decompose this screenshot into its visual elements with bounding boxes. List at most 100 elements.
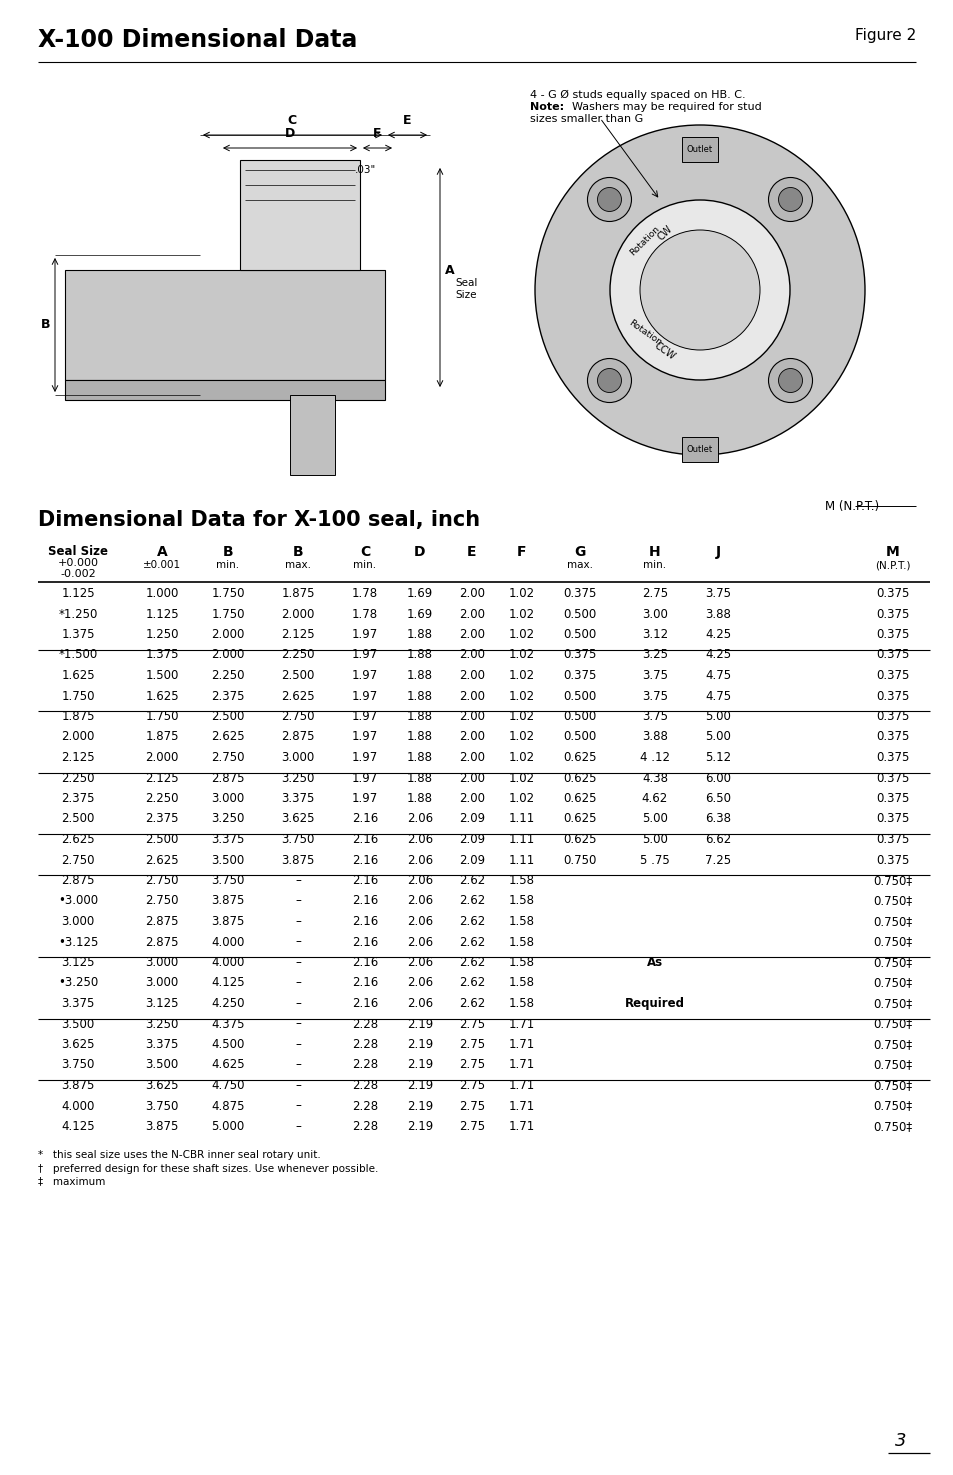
Text: 0.375: 0.375 — [876, 649, 909, 661]
Text: Washers may be required for stud: Washers may be required for stud — [572, 102, 760, 112]
Text: 2.16: 2.16 — [352, 833, 377, 847]
Text: 2.19: 2.19 — [406, 1099, 433, 1112]
Text: 4.125: 4.125 — [61, 1120, 94, 1133]
Text: 0.375: 0.375 — [876, 833, 909, 847]
Text: 2.28: 2.28 — [352, 1080, 377, 1092]
Text: 0.500: 0.500 — [563, 689, 596, 702]
Circle shape — [597, 187, 620, 211]
Text: 0.750‡: 0.750‡ — [873, 1038, 912, 1052]
Text: 4.62: 4.62 — [641, 792, 667, 805]
Text: 1.02: 1.02 — [508, 608, 535, 621]
Text: –: – — [294, 1099, 300, 1112]
Text: D: D — [285, 127, 294, 140]
Text: 0.375: 0.375 — [876, 813, 909, 826]
Text: Outlet: Outlet — [686, 146, 712, 155]
Text: 4 - G Ø studs equally spaced on HB. C.: 4 - G Ø studs equally spaced on HB. C. — [530, 90, 745, 100]
Circle shape — [587, 177, 631, 221]
Text: 1.88: 1.88 — [407, 751, 433, 764]
Text: 2.19: 2.19 — [406, 1038, 433, 1052]
Text: 2.500: 2.500 — [281, 670, 314, 681]
Text: 3.875: 3.875 — [281, 854, 314, 866]
Text: 1.02: 1.02 — [508, 670, 535, 681]
Text: 3.75: 3.75 — [641, 689, 667, 702]
Text: 0.750‡: 0.750‡ — [873, 914, 912, 928]
Text: 3: 3 — [894, 1432, 905, 1450]
Text: 2.500: 2.500 — [145, 833, 178, 847]
Text: 1.71: 1.71 — [508, 1018, 535, 1031]
Text: Seal Size: Seal Size — [48, 544, 108, 558]
Text: 2.06: 2.06 — [407, 997, 433, 1010]
Text: 2.19: 2.19 — [406, 1120, 433, 1133]
Text: E: E — [467, 544, 476, 559]
Text: +0.000: +0.000 — [57, 558, 98, 568]
Text: min.: min. — [216, 560, 239, 569]
Text: Figure 2: Figure 2 — [854, 28, 915, 43]
Text: 0.375: 0.375 — [876, 689, 909, 702]
Text: 4.75: 4.75 — [704, 670, 730, 681]
Circle shape — [768, 177, 812, 221]
Text: 3.875: 3.875 — [212, 914, 244, 928]
Text: (N.P.T.): (N.P.T.) — [874, 560, 910, 569]
Text: 1.500: 1.500 — [145, 670, 178, 681]
Text: 0.375: 0.375 — [876, 587, 909, 600]
Text: 4.000: 4.000 — [61, 1099, 94, 1112]
Text: 2.62: 2.62 — [458, 914, 485, 928]
Text: 1.02: 1.02 — [508, 649, 535, 661]
Text: 2.500: 2.500 — [61, 813, 94, 826]
Text: 4.250: 4.250 — [211, 997, 245, 1010]
Text: –: – — [294, 935, 300, 948]
Text: 1.875: 1.875 — [61, 709, 94, 723]
Text: –: – — [294, 997, 300, 1010]
Text: 2.28: 2.28 — [352, 1018, 377, 1031]
Text: 0.375: 0.375 — [876, 854, 909, 866]
Text: 2.750: 2.750 — [145, 894, 178, 907]
Text: 3.750: 3.750 — [145, 1099, 178, 1112]
Text: 2.09: 2.09 — [458, 813, 484, 826]
Text: 2.62: 2.62 — [458, 956, 485, 969]
Text: 1.69: 1.69 — [406, 587, 433, 600]
Text: *   this seal size uses the N-CBR inner seal rotary unit.: * this seal size uses the N-CBR inner se… — [38, 1150, 320, 1161]
Text: 3.500: 3.500 — [212, 854, 244, 866]
Text: 1.11: 1.11 — [508, 854, 535, 866]
Bar — [65, 270, 385, 381]
Text: 2.75: 2.75 — [458, 1059, 484, 1071]
Text: 2.00: 2.00 — [458, 608, 484, 621]
Text: .03": .03" — [355, 165, 375, 176]
Circle shape — [587, 358, 631, 403]
Text: 2.16: 2.16 — [352, 997, 377, 1010]
Text: 1.88: 1.88 — [407, 689, 433, 702]
Text: CCW: CCW — [652, 341, 677, 361]
Text: 4.375: 4.375 — [211, 1018, 245, 1031]
Text: 1.58: 1.58 — [509, 894, 535, 907]
Text: 2.00: 2.00 — [458, 730, 484, 743]
Text: 3.000: 3.000 — [145, 976, 178, 990]
Text: 0.375: 0.375 — [562, 670, 596, 681]
Text: –: – — [294, 956, 300, 969]
Text: 2.28: 2.28 — [352, 1059, 377, 1071]
Text: 1.000: 1.000 — [145, 587, 178, 600]
Text: M (N.P.T.): M (N.P.T.) — [824, 500, 879, 513]
Text: 4.875: 4.875 — [211, 1099, 245, 1112]
Bar — [681, 437, 718, 462]
Text: –: – — [294, 1080, 300, 1092]
Text: 2.000: 2.000 — [281, 608, 314, 621]
Text: 0.375: 0.375 — [876, 628, 909, 642]
Text: 3.625: 3.625 — [145, 1080, 178, 1092]
Text: 0.750‡: 0.750‡ — [873, 997, 912, 1010]
Text: 3.625: 3.625 — [61, 1038, 94, 1052]
Text: 3.375: 3.375 — [145, 1038, 178, 1052]
Text: 3.875: 3.875 — [61, 1080, 94, 1092]
Text: 0.750‡: 0.750‡ — [873, 875, 912, 886]
Text: B: B — [293, 544, 303, 559]
Text: 1.125: 1.125 — [61, 587, 94, 600]
Text: 1.97: 1.97 — [352, 689, 377, 702]
Text: –: – — [294, 894, 300, 907]
Text: 2.750: 2.750 — [145, 875, 178, 886]
Text: Outlet: Outlet — [686, 445, 712, 454]
Text: 5 .75: 5 .75 — [639, 854, 669, 866]
Text: 2.875: 2.875 — [145, 914, 178, 928]
Text: max.: max. — [566, 560, 593, 569]
Text: 0.750‡: 0.750‡ — [873, 1099, 912, 1112]
Text: 2.750: 2.750 — [61, 854, 94, 866]
Text: 4.000: 4.000 — [212, 956, 244, 969]
